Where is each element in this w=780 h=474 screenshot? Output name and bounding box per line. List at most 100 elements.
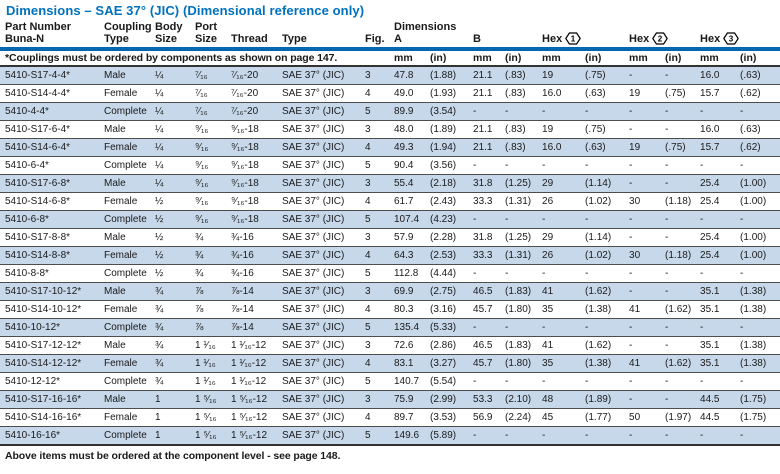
cell-h3_in: - — [740, 264, 780, 283]
cell-h3_mm: 16.0 — [700, 120, 741, 139]
cell-body: ½ — [155, 192, 195, 211]
cell-fig: 5 — [365, 210, 394, 229]
cell-b_mm: - — [473, 426, 506, 446]
cell-a_mm: 89.7 — [394, 408, 430, 427]
cell-h2_in: (1.62) — [665, 300, 701, 319]
col-header-port-size: Port Size — [195, 21, 231, 51]
cell-a_mm: 90.4 — [394, 156, 430, 175]
cell-b_mm: - — [473, 264, 506, 283]
cell-thread: 1 ¹⁄₁₆-12 — [231, 336, 282, 355]
cell-fig: 5 — [365, 372, 394, 391]
cell-h2_mm: 41 — [629, 354, 666, 373]
svg-text:1: 1 — [571, 34, 576, 43]
cell-body: ¼ — [155, 84, 195, 103]
cell-h1_mm: 41 — [542, 336, 586, 355]
table-row: 5410-S17-4-4* Male ¼ ⁷⁄₁₆ ⁷⁄₁₆-20 SAE 37° (JI… — [0, 66, 780, 85]
cell-thread: ¾-16 — [231, 246, 282, 265]
cell-h3_mm: - — [700, 210, 741, 229]
cell-h1_mm: 29 — [542, 228, 586, 247]
table-row: 5410-S14-6-4* Female ¼ ⁹⁄₁₆ ⁹⁄₁₆-18 SAE 37° (… — [0, 138, 780, 157]
dimensions-label: Dimensions — [394, 21, 457, 33]
cell-port: ⁷⁄₁₆ — [195, 66, 231, 85]
cell-b_in: - — [505, 372, 543, 391]
cell-type: SAE 37° (JIC) — [282, 408, 365, 427]
cell-type: SAE 37° (JIC) — [282, 138, 365, 157]
table-header-row: Part Number Buna-N Coupling Type Body Si… — [0, 21, 780, 51]
cell-coupling: Complete — [104, 426, 155, 446]
cell-type: SAE 37° (JIC) — [282, 354, 365, 373]
cell-a_mm: 55.4 — [394, 174, 430, 193]
cell-thread: ⅞-14 — [231, 282, 282, 301]
cell-type: SAE 37° (JIC) — [282, 318, 365, 337]
cell-h2_in: - — [665, 282, 701, 301]
table-row: 5410-S14-16-16* Female 1 1 ⁵⁄₁₆ 1 ⁵⁄₁₆-12 SAE… — [0, 408, 780, 427]
cell-part: 5410-S14-6-4* — [0, 138, 104, 157]
cell-coupling: Complete — [104, 372, 155, 391]
cell-fig: 3 — [365, 66, 394, 85]
cell-thread: ¾-16 — [231, 264, 282, 283]
cell-b_mm: - — [473, 372, 506, 391]
cell-coupling: Complete — [104, 156, 155, 175]
cell-coupling: Female — [104, 354, 155, 373]
cell-type: SAE 37° (JIC) — [282, 120, 365, 139]
cell-b_mm: 56.9 — [473, 408, 506, 427]
cell-part: 5410-S14-4-4* — [0, 84, 104, 103]
units-row: *Couplings must be ordered by components… — [0, 49, 780, 67]
cell-part: 5410-S17-6-8* — [0, 174, 104, 193]
cell-h1_mm: 45 — [542, 408, 586, 427]
cell-coupling: Male — [104, 120, 155, 139]
cell-type: SAE 37° (JIC) — [282, 300, 365, 319]
cell-a_mm: 80.3 — [394, 300, 430, 319]
cell-b_in: (.83) — [505, 84, 543, 103]
cell-h3_mm: 35.1 — [700, 282, 741, 301]
cell-thread: 1 ⁵⁄₁₆-12 — [231, 426, 282, 446]
col-header-port-line1: Port — [195, 21, 217, 33]
cell-part: 5410-10-12* — [0, 318, 104, 337]
cell-h3_in: (.63) — [740, 120, 780, 139]
table-row: 5410-S14-6-8* Female ½ ⁹⁄₁₆ ⁹⁄₁₆-18 SAE 37° (… — [0, 192, 780, 211]
cell-coupling: Complete — [104, 264, 155, 283]
cell-b_mm: - — [473, 318, 506, 337]
cell-b_mm: - — [473, 210, 506, 229]
cell-h1_mm: - — [542, 426, 586, 446]
table-row: 5410-16-16* Complete 1 1 ⁵⁄₁₆ 1 ⁵⁄₁₆-12 SAE 3… — [0, 426, 780, 446]
cell-part: 5410-16-16* — [0, 426, 104, 446]
col-header-hex3: Hex 3 — [700, 21, 780, 51]
cell-type: SAE 37° (JIC) — [282, 336, 365, 355]
cell-port: ⁷⁄₁₆ — [195, 102, 231, 121]
cell-type: SAE 37° (JIC) — [282, 66, 365, 85]
cell-a_in: (3.16) — [430, 300, 474, 319]
cell-h1_in: (1.14) — [585, 174, 630, 193]
col-header-b: B — [473, 21, 543, 51]
cell-b_mm: 33.3 — [473, 246, 506, 265]
cell-b_in: (.83) — [505, 120, 543, 139]
cell-h3_in: (1.00) — [740, 192, 780, 211]
cell-b_in: (.83) — [505, 66, 543, 85]
cell-a_in: (3.54) — [430, 102, 474, 121]
cell-body: ¼ — [155, 120, 195, 139]
cell-h3_in: (1.38) — [740, 354, 780, 373]
cell-h3_mm: 25.4 — [700, 174, 741, 193]
cell-h3_in: - — [740, 372, 780, 391]
cell-a_in: (1.94) — [430, 138, 474, 157]
cell-h1_mm: 35 — [542, 354, 586, 373]
table-row: 5410-S14-8-8* Female ½ ¾ ¾-16 SAE 37° (JIC) 4 6… — [0, 246, 780, 265]
cell-b_mm: 21.1 — [473, 84, 506, 103]
cell-part: 5410-S17-4-4* — [0, 66, 104, 85]
cell-h2_in: - — [665, 156, 701, 175]
col-header-body-line1: Body — [155, 21, 183, 33]
cell-coupling: Female — [104, 138, 155, 157]
cell-a_in: (2.28) — [430, 228, 474, 247]
cell-type: SAE 37° (JIC) — [282, 210, 365, 229]
cell-body: ¾ — [155, 372, 195, 391]
cell-thread: ⁹⁄₁₆-18 — [231, 156, 282, 175]
cell-body: ¼ — [155, 66, 195, 85]
cell-b_in: (2.10) — [505, 390, 543, 409]
table-row: 5410-6-4* Complete ¼ ⁹⁄₁₆ ⁹⁄₁₆-18 SAE 37° (JI… — [0, 156, 780, 175]
cell-b_mm: 21.1 — [473, 138, 506, 157]
cell-a_mm: 112.8 — [394, 264, 430, 283]
cell-a_in: (2.75) — [430, 282, 474, 301]
dimensions-table: Part Number Buna-N Coupling Type Body Si… — [0, 21, 780, 446]
cell-b_in: (1.83) — [505, 282, 543, 301]
cell-body: ¾ — [155, 282, 195, 301]
